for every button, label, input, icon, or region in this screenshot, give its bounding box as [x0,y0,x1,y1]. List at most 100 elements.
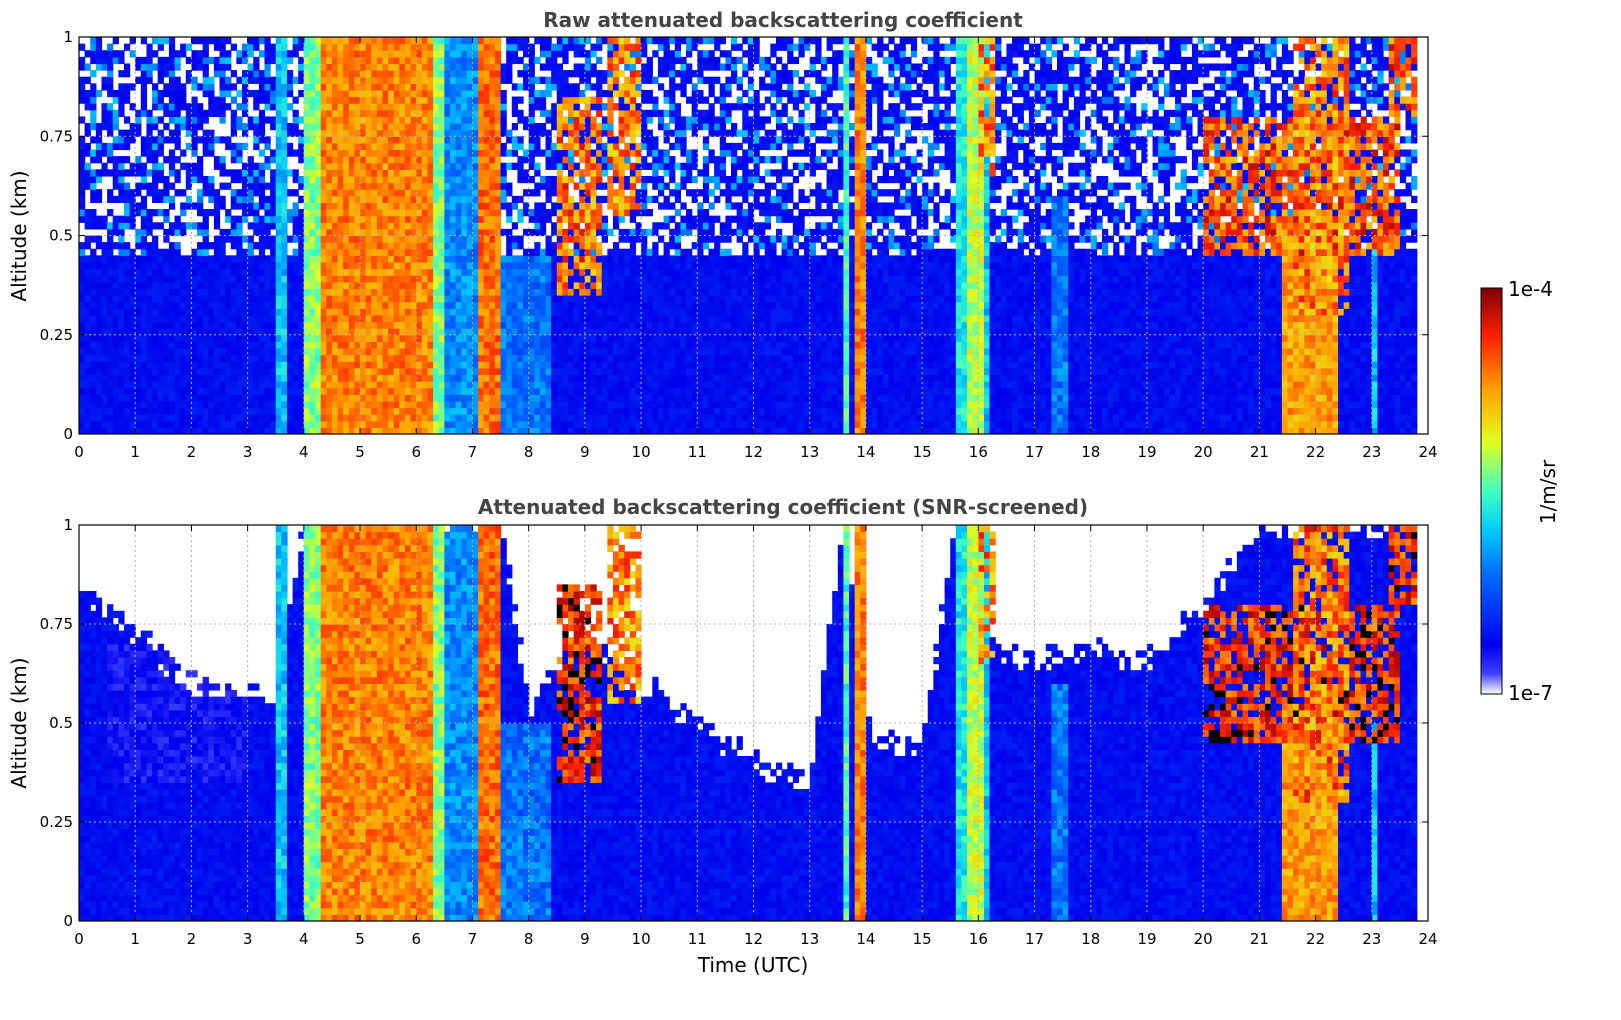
heatmap-cell [382,414,389,422]
heatmap-cell [421,387,429,395]
heatmap-cell [455,301,462,309]
heatmap-cell [416,83,423,91]
heatmap-cell [399,328,406,336]
heatmap-cell [539,381,547,389]
heatmap-cell [500,374,507,382]
heatmap-cell [416,275,423,283]
heatmap-cell [511,361,519,369]
heatmap-cell [584,116,592,124]
heatmap-cell [230,255,237,263]
heatmap-cell [275,83,282,91]
heatmap-cell [219,162,226,170]
heatmap-cell [123,255,131,263]
heatmap-cell [517,195,524,204]
heatmap-cell [354,189,361,197]
heatmap-cell [107,361,114,369]
heatmap-cell [208,89,215,98]
heatmap-cell [146,189,153,197]
heatmap-cell [539,129,547,137]
heatmap-cell [208,394,215,402]
heatmap-cell [354,70,361,78]
heatmap-cell [140,76,148,84]
heatmap-cell [140,56,148,65]
heatmap-cell [584,275,592,283]
heatmap-cell [410,400,417,409]
heatmap-cell [180,275,187,283]
heatmap-cell [568,347,575,356]
heatmap-cell [410,43,417,51]
heatmap-cell [320,43,327,51]
heatmap-cell [461,400,468,409]
heatmap-cell [393,50,400,58]
heatmap-cell [360,334,367,342]
heatmap-cell [455,96,462,104]
heatmap-cell [601,394,608,402]
heatmap-cell [427,189,434,197]
heatmap-cell [461,109,468,117]
heatmap-cell [472,314,479,323]
heatmap-cell [528,215,535,223]
heatmap-cell [348,215,356,223]
heatmap-cell [253,341,260,349]
heatmap-cell [444,182,451,190]
heatmap-cell [101,116,108,124]
heatmap-cell [472,215,479,223]
heatmap-cell [562,149,569,157]
heatmap-cell [242,182,249,190]
heatmap-cell [258,387,266,395]
heatmap-cell [101,407,108,415]
heatmap-cell [152,347,159,356]
heatmap-cell [506,136,513,144]
heatmap-cell [253,407,260,415]
heatmap-cell [129,195,136,204]
heatmap-cell [360,341,367,349]
heatmap-cell [292,414,299,422]
heatmap-cell [528,414,535,422]
heatmap-cell [180,374,187,382]
heatmap-cell [337,427,344,434]
heatmap-cell [281,354,288,362]
heatmap-cell [129,215,136,223]
heatmap-cell [135,314,142,323]
heatmap-cell [354,156,361,164]
heatmap-cell [416,295,423,303]
heatmap-cell [95,50,103,58]
heatmap-cell [365,175,372,184]
heatmap-cell [157,209,164,217]
heatmap-cell [348,142,356,151]
heatmap-cell [449,195,457,204]
heatmap-cell [494,215,502,223]
heatmap-cell [489,407,496,415]
heatmap-cell [528,261,535,270]
heatmap-cell [157,414,164,422]
heatmap-cell [433,228,440,237]
heatmap-cell [303,255,311,263]
heatmap-cell [360,182,367,190]
heatmap-cell [534,89,541,98]
heatmap-cell [517,242,524,250]
heatmap-cell [303,195,311,204]
heatmap-cell [264,288,271,296]
heatmap-cell [371,261,378,270]
heatmap-cell [236,354,243,362]
heatmap-cell [146,123,153,131]
heatmap-cell [534,420,541,428]
heatmap-cell [253,202,260,210]
heatmap-cell [444,222,451,230]
heatmap-cell [354,89,361,98]
heatmap-cell [472,43,479,51]
heatmap-cell [298,242,305,250]
heatmap-cell [348,156,356,164]
heatmap-cell [152,242,159,250]
heatmap-cell [326,50,333,58]
heatmap-cell [494,248,502,256]
heatmap-cell [388,261,395,270]
heatmap-cell [421,301,429,309]
heatmap-cell [466,268,474,276]
heatmap-cell [590,222,597,230]
heatmap-cell [511,109,519,117]
heatmap-cell [489,116,496,124]
heatmap-cell [489,70,496,78]
heatmap-cell [444,228,451,237]
heatmap-cell [337,347,344,356]
